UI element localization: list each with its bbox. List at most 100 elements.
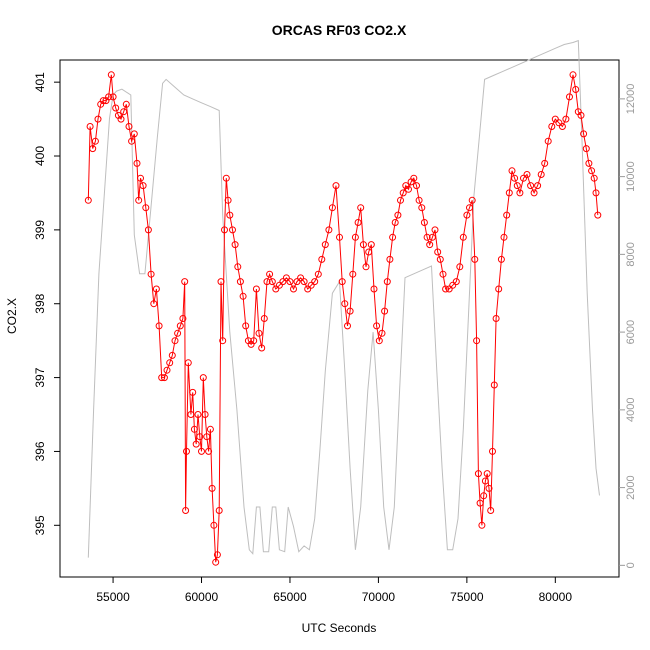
co2-point	[386, 255, 394, 263]
y-tick-label: 398	[33, 293, 47, 313]
co2-point	[160, 374, 168, 382]
plot-frame	[59, 59, 620, 578]
y-right-tick-label: 4000	[625, 398, 637, 422]
co2-point	[266, 270, 274, 278]
co2-point	[208, 484, 216, 492]
co2-point	[523, 171, 531, 178]
co2-point	[174, 329, 182, 337]
co2-point	[468, 196, 476, 204]
co2-point	[590, 174, 598, 182]
x-tick-label: 70000	[362, 590, 396, 604]
co2-point	[485, 484, 493, 492]
co2-point	[125, 123, 133, 130]
co2-point	[184, 359, 192, 367]
co2-point	[94, 115, 102, 123]
co2-point	[144, 226, 152, 234]
y-right-tick-label: 8000	[625, 242, 637, 266]
co2-point	[152, 285, 160, 293]
co2-point	[297, 274, 305, 282]
co2-point	[423, 233, 431, 241]
co2-point	[338, 278, 346, 286]
co2-point	[325, 226, 333, 234]
co2-point	[252, 285, 260, 293]
co2-point	[286, 278, 294, 286]
co2-point	[445, 285, 453, 293]
co2-point	[133, 159, 141, 167]
co2-point	[224, 196, 232, 204]
co2-point	[585, 159, 593, 167]
y-tick-label: 397	[33, 367, 47, 387]
co2-point	[89, 145, 97, 153]
co2-point	[260, 315, 268, 322]
co2-point	[332, 182, 340, 190]
y-axis-right: 0 2000 4000 6000 8000 10000 12000	[619, 84, 637, 568]
co2-point	[405, 185, 412, 193]
co2-point	[183, 447, 190, 455]
y-right-tick-label: 0	[625, 562, 637, 568]
co2-point	[336, 233, 343, 241]
co2-point	[572, 86, 580, 93]
co2-point	[181, 278, 189, 286]
co2-point	[290, 285, 297, 293]
co2-point	[351, 233, 359, 241]
co2-point	[562, 115, 570, 123]
co2-point	[179, 315, 187, 322]
co2-point	[474, 470, 482, 478]
co2-point	[231, 241, 239, 249]
co2-point	[199, 374, 207, 382]
co2-point	[341, 300, 349, 308]
co2-point	[516, 189, 524, 197]
co2-point	[239, 292, 247, 300]
co2-point	[426, 241, 434, 249]
co2-point	[527, 182, 535, 190]
co2-point	[452, 278, 460, 286]
co2-point	[389, 233, 397, 241]
co2-point	[84, 196, 92, 204]
co2-point	[221, 226, 228, 234]
co2-point	[272, 285, 280, 293]
co2-point	[222, 174, 230, 182]
co2-point	[473, 337, 481, 345]
co2-point	[293, 278, 301, 286]
co2-point	[480, 492, 488, 500]
co2-point	[513, 182, 521, 190]
co2-point	[142, 204, 150, 212]
co2-point	[328, 204, 336, 212]
co2-point	[487, 507, 495, 514]
x-tick-label: 80000	[539, 590, 573, 604]
co2-point	[439, 270, 447, 278]
co2-point	[107, 71, 115, 79]
co2-point	[544, 137, 552, 145]
co2-point	[219, 337, 227, 345]
co2-point	[500, 233, 508, 241]
co2-point	[263, 278, 271, 286]
co2-point	[158, 374, 166, 382]
co2-point	[187, 411, 195, 418]
co2-point	[321, 241, 329, 249]
co2-point	[492, 315, 500, 322]
co2-point	[304, 285, 312, 293]
co2-point	[307, 281, 315, 289]
co2-point	[234, 263, 242, 271]
co2-point	[456, 263, 464, 271]
co2-point	[344, 322, 351, 330]
co2-point	[105, 93, 113, 101]
co2-point	[548, 123, 556, 130]
co2-point	[311, 278, 319, 286]
co2-point	[503, 211, 511, 219]
co2-point	[415, 196, 423, 204]
co2-point	[346, 307, 354, 315]
co2-point	[367, 241, 375, 249]
co2-point	[410, 174, 418, 182]
co2-point	[112, 104, 120, 112]
co2-point	[436, 255, 444, 263]
co2-point	[537, 171, 545, 178]
x-axis: 55000 60000 65000 70000 75000 80000	[96, 577, 572, 604]
co2-point	[354, 219, 362, 226]
co2-point	[580, 130, 588, 138]
y-tick-label: 395	[33, 515, 47, 535]
co2-point	[582, 145, 590, 153]
co2-point	[166, 359, 174, 367]
co2-point	[250, 337, 258, 345]
